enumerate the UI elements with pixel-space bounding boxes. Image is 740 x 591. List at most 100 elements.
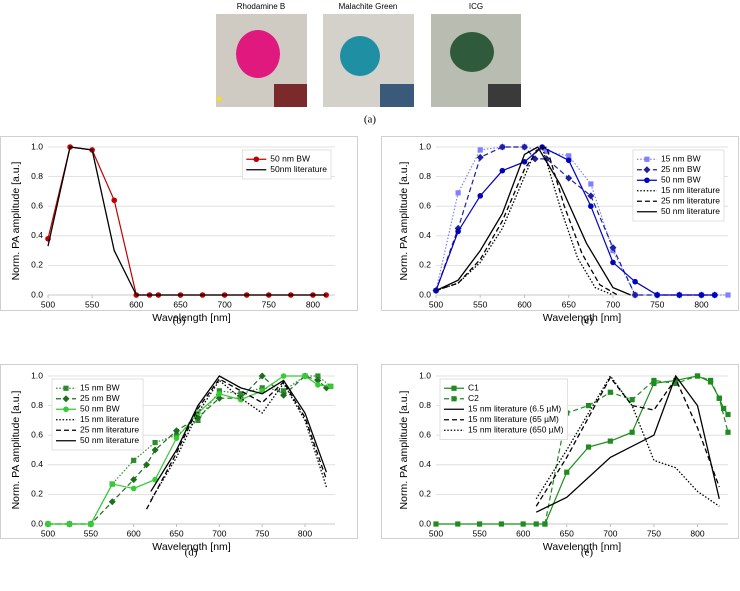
x-tick-label: 550 xyxy=(85,299,99,309)
caption: (e) xyxy=(581,547,594,559)
chart: 0.0 0.2 0.4 0.6 0.8 1.0 500 550 600 650 700 750 800 W… xyxy=(398,141,731,327)
x-tick-label: 650 xyxy=(169,528,183,538)
marker xyxy=(476,521,483,527)
x-tick-label: 750 xyxy=(262,299,276,309)
legend-label: 15 nm literature (65 µM) xyxy=(468,414,559,424)
marker xyxy=(215,394,223,402)
legend-marker xyxy=(644,177,650,184)
y-tick-label: 0.8 xyxy=(419,400,431,410)
series-line xyxy=(48,375,327,525)
y-tick-label: 0.2 xyxy=(419,260,431,270)
x-tick-label: 750 xyxy=(650,299,664,309)
y-tick-label: 0.4 xyxy=(419,459,431,469)
marker xyxy=(111,197,118,204)
y-axis-title: Norm. PA amplitude [a.u.] xyxy=(10,390,22,509)
legend-label: C1 xyxy=(468,383,479,393)
marker xyxy=(499,167,506,174)
photo-label: Rhodamine B xyxy=(237,2,285,11)
panel-frame xyxy=(0,136,358,311)
x-tick-label: 600 xyxy=(129,299,143,309)
caption: (a) xyxy=(364,114,377,126)
marker xyxy=(725,429,731,435)
marker xyxy=(543,155,551,163)
marker xyxy=(314,376,322,384)
x-tick-label: 800 xyxy=(306,299,320,309)
legend-label: 15 nm literature xyxy=(661,185,720,195)
y-tick-label: 0.4 xyxy=(419,230,431,240)
marker xyxy=(238,391,244,397)
legend-label: 15 nm BW xyxy=(80,383,120,393)
marker xyxy=(131,457,137,463)
legend-label: 15 nm literature (6.5 µM) xyxy=(468,404,561,414)
legend-marker xyxy=(253,156,260,163)
y-tick-label: 0.4 xyxy=(31,230,43,240)
marker xyxy=(237,396,244,403)
legend-label: 15 nm BW xyxy=(661,154,701,164)
marker xyxy=(280,373,287,379)
marker xyxy=(676,292,683,298)
photo-inset xyxy=(488,84,521,107)
x-axis-title: Wavelength [nm] xyxy=(152,541,230,553)
marker xyxy=(588,181,594,187)
marker xyxy=(259,385,265,391)
marker xyxy=(520,143,528,151)
x-tick-label: 750 xyxy=(647,528,661,538)
marker xyxy=(533,521,539,527)
marker xyxy=(542,521,548,527)
series-line xyxy=(435,146,631,296)
marker xyxy=(651,380,657,386)
marker xyxy=(109,481,116,487)
series-line xyxy=(145,378,328,510)
legend-label: 50 nm BW xyxy=(80,404,120,414)
legend-label: 25 nm BW xyxy=(661,164,701,174)
x-tick-label: 600 xyxy=(516,528,530,538)
y-tick-label: 0.4 xyxy=(31,459,43,469)
marker xyxy=(108,498,116,506)
y-tick-label: 0.2 xyxy=(419,489,431,499)
x-tick-label: 800 xyxy=(298,528,312,538)
legend-marker xyxy=(63,406,69,413)
marker xyxy=(565,157,572,164)
marker xyxy=(315,382,321,388)
marker xyxy=(130,485,137,492)
marker xyxy=(152,440,158,446)
legend-marker xyxy=(62,395,70,403)
legend-marker xyxy=(451,396,457,402)
photo-label: Malachite Green xyxy=(339,2,398,11)
x-tick-label: 700 xyxy=(218,299,232,309)
y-tick-label: 0.2 xyxy=(31,260,43,270)
marker xyxy=(216,390,223,397)
marker xyxy=(280,391,288,399)
series-line xyxy=(435,146,618,296)
marker xyxy=(610,259,616,266)
marker xyxy=(544,148,550,155)
y-axis-title: Norm. PA amplitude [a.u.] xyxy=(398,161,410,280)
marker xyxy=(477,147,483,153)
caption: (d) xyxy=(185,547,198,559)
panel-frame xyxy=(381,136,739,311)
series-line xyxy=(544,375,729,525)
legend-marker xyxy=(63,385,69,391)
series-line xyxy=(535,376,720,507)
marker xyxy=(673,377,679,384)
scale-mark xyxy=(217,97,221,101)
marker xyxy=(564,469,570,475)
y-tick-label: 1.0 xyxy=(419,370,431,380)
marker xyxy=(707,377,714,384)
legend-label: 50 nm BW xyxy=(270,154,310,164)
marker xyxy=(323,292,329,298)
marker xyxy=(45,521,51,527)
panel-frame xyxy=(0,364,358,539)
y-tick-label: 0.0 xyxy=(31,289,43,299)
x-tick-label: 550 xyxy=(472,528,486,538)
marker xyxy=(130,476,138,484)
marker xyxy=(143,461,151,469)
series-line xyxy=(435,145,614,296)
x-tick-label: 650 xyxy=(560,528,574,538)
y-tick-label: 1.0 xyxy=(31,370,43,380)
chart: 0.0 0.2 0.4 0.6 0.8 1.0 500 550 600 650 700 750 800 W… xyxy=(398,370,731,559)
x-tick-label: 700 xyxy=(606,299,620,309)
legend-marker xyxy=(451,385,457,391)
